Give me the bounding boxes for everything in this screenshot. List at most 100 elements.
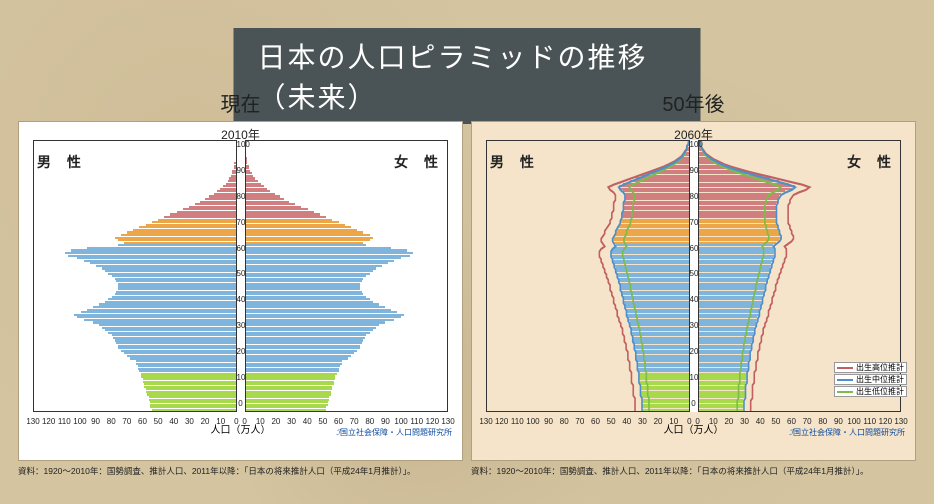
bar-female-age-73 — [246, 221, 339, 223]
bar-male-age-48 — [118, 285, 236, 287]
bar-male-age-78 — [183, 208, 236, 210]
bar-male-age-95 — [234, 165, 236, 167]
bar-male-age-65 — [614, 242, 688, 244]
bar-female-age-48 — [246, 285, 361, 287]
bar-male-age-103 — [687, 144, 689, 146]
bar-female-age-90 — [246, 177, 255, 179]
bar-male-age-92 — [232, 172, 235, 174]
bar-female-age-8 — [699, 388, 746, 390]
bar-male-age-94 — [661, 167, 689, 169]
bar-male-age-5 — [149, 396, 236, 398]
bar-female-age-96 — [246, 162, 248, 164]
bar-male-age-17 — [637, 365, 688, 367]
bar-female-age-11 — [246, 381, 334, 383]
bar-female-age-17 — [699, 365, 749, 367]
bar-male-age-33 — [630, 324, 689, 326]
x-tick-left-70: 70 — [575, 417, 584, 426]
bar-male-age-83 — [209, 195, 235, 197]
bar-female-age-78 — [699, 208, 777, 210]
bar-female-age-1 — [246, 406, 327, 408]
bar-male-age-20 — [130, 357, 235, 359]
bar-female-age-40 — [246, 306, 385, 308]
bar-female-age-2 — [246, 404, 328, 406]
bar-female-age-79 — [699, 206, 777, 208]
bar-male-age-62 — [611, 249, 689, 251]
bar-male-age-34 — [630, 321, 689, 323]
bar-female-age-71 — [246, 226, 351, 228]
bar-female-age-14 — [246, 373, 337, 375]
bar-female-age-15 — [699, 370, 747, 372]
legend-line-icon-2 — [837, 391, 853, 393]
x-tick-left-80: 80 — [560, 417, 569, 426]
bar-male-age-53 — [108, 273, 235, 275]
bar-male-age-56 — [614, 265, 688, 267]
bar-male-age-0 — [152, 409, 236, 411]
bar-male-age-34 — [93, 321, 236, 323]
bar-male-age-76 — [622, 213, 689, 215]
y-tick-0: 0 — [690, 400, 698, 408]
male-half-2010 — [33, 140, 237, 412]
bar-female-age-91 — [699, 175, 761, 177]
x-tick-left-110: 110 — [511, 417, 524, 426]
chart-box-2060: 2060年 男 性 女 性 13013012012011011010010090… — [471, 121, 916, 461]
legend-label-1: 出生中位推計 — [856, 374, 904, 385]
bar-male-age-32 — [102, 327, 235, 329]
x-tick-left-20: 20 — [654, 417, 663, 426]
bar-male-age-12 — [143, 378, 236, 380]
bar-female-age-82 — [699, 198, 778, 200]
x-tick-right-90: 90 — [834, 417, 843, 426]
bar-male-age-44 — [623, 296, 688, 298]
bar-female-age-39 — [699, 309, 759, 311]
bar-female-age-73 — [699, 221, 777, 223]
bar-female-age-58 — [246, 260, 395, 262]
bar-male-age-72 — [619, 224, 689, 226]
x-tick-right-60: 60 — [787, 417, 796, 426]
bar-male-age-88 — [623, 183, 688, 185]
bar-male-age-85 — [623, 190, 688, 192]
bar-male-age-61 — [611, 252, 689, 254]
bar-male-age-41 — [625, 303, 689, 305]
bar-female-age-16 — [246, 368, 339, 370]
bar-female-age-81 — [246, 201, 289, 203]
bar-male-age-9 — [640, 386, 688, 388]
bar-female-age-49 — [699, 283, 766, 285]
bar-female-age-98 — [699, 157, 711, 159]
bar-male-age-35 — [84, 319, 236, 321]
y-tick-90: 90 — [237, 167, 245, 175]
bar-female-age-31 — [246, 329, 373, 331]
x-tick-left-40: 40 — [622, 417, 631, 426]
bar-male-age-17 — [138, 365, 236, 367]
bar-male-age-26 — [116, 342, 235, 344]
bar-female-age-99 — [699, 154, 708, 156]
y-tick-20: 20 — [690, 348, 698, 356]
bar-male-age-7 — [640, 391, 688, 393]
bar-female-age-39 — [246, 309, 392, 311]
bar-male-age-53 — [617, 273, 688, 275]
bar-male-age-100 — [684, 152, 689, 154]
bar-male-age-79 — [623, 206, 688, 208]
bar-male-age-19 — [136, 360, 235, 362]
bar-female-age-35 — [246, 319, 395, 321]
bar-male-age-68 — [121, 234, 236, 236]
bar-female-age-26 — [699, 342, 752, 344]
bar-female-age-86 — [246, 188, 268, 190]
x-tick-right-70: 70 — [803, 417, 812, 426]
x-tick-left-30: 30 — [185, 417, 194, 426]
bar-male-age-90 — [636, 177, 689, 179]
bar-male-age-30 — [631, 332, 688, 334]
x-tick-right-20: 20 — [724, 417, 733, 426]
y-tick-100: 100 — [690, 141, 698, 149]
bar-female-age-72 — [246, 224, 345, 226]
bar-female-age-21 — [699, 355, 750, 357]
bar-male-age-37 — [627, 314, 689, 316]
bar-female-age-62 — [246, 249, 407, 251]
bar-male-age-25 — [634, 345, 688, 347]
bar-male-age-51 — [619, 278, 689, 280]
bar-female-age-84 — [246, 193, 275, 195]
y-tick-10: 10 — [690, 374, 698, 382]
x-tick-left-130: 130 — [479, 417, 492, 426]
bar-female-age-43 — [699, 298, 763, 300]
bar-male-age-63 — [87, 247, 236, 249]
bar-male-age-78 — [623, 208, 688, 210]
bar-male-age-18 — [136, 363, 235, 365]
